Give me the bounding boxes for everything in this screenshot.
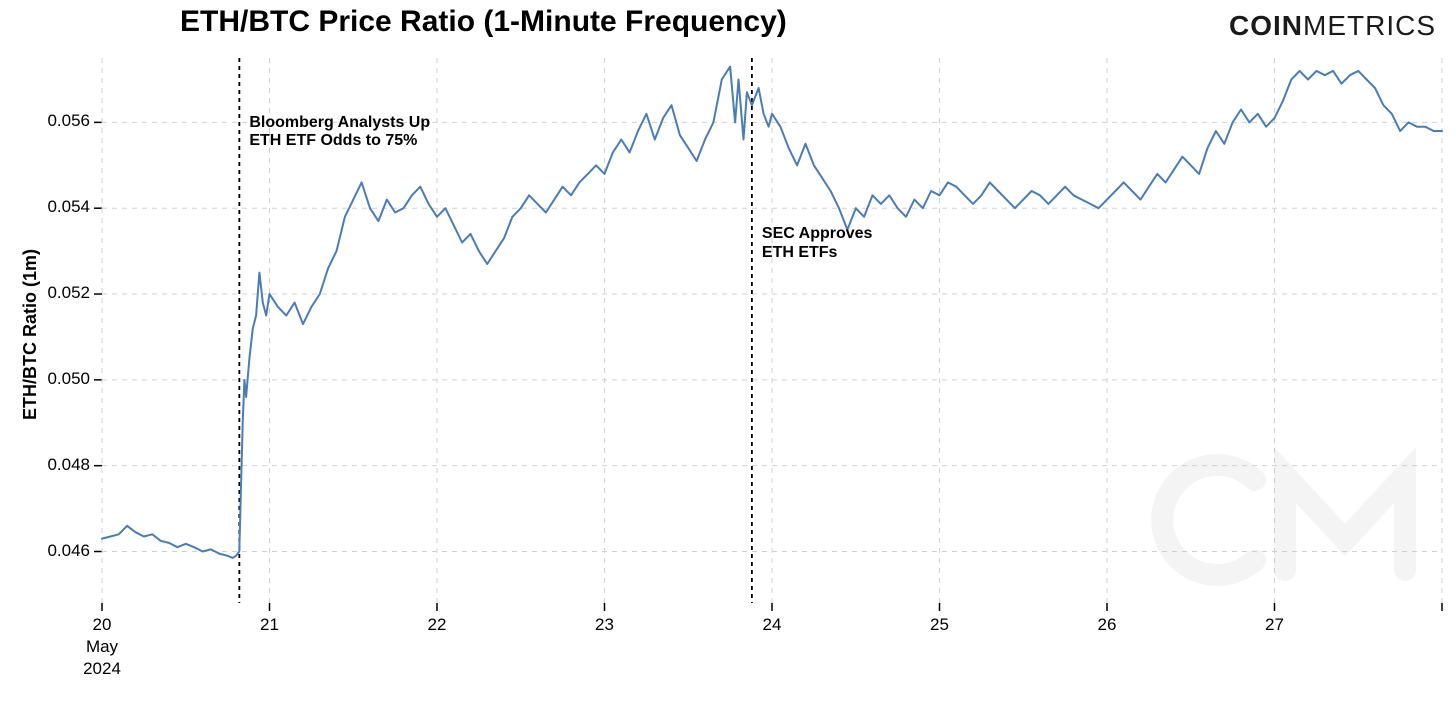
- x-tick-label: 27: [1245, 615, 1305, 635]
- x-tick-label: 22: [407, 615, 467, 635]
- y-tick-label: 0.056: [32, 111, 90, 131]
- x-tick-label: 20: [72, 615, 132, 635]
- chart-annotation: SEC ApprovesETH ETFs: [762, 225, 873, 262]
- chart-title: ETH/BTC Price Ratio (1-Minute Frequency): [180, 5, 787, 39]
- x-sub-label: May: [72, 637, 132, 657]
- x-sub-label: 2024: [72, 659, 132, 679]
- brand-bold: COIN: [1229, 10, 1303, 41]
- x-tick-label: 23: [575, 615, 635, 635]
- brand-light: METRICS: [1303, 10, 1436, 41]
- y-tick-label: 0.046: [32, 541, 90, 561]
- y-tick-label: 0.050: [32, 369, 90, 389]
- y-tick-label: 0.048: [32, 455, 90, 475]
- brand-logo: COINMETRICS: [1229, 10, 1436, 42]
- chart-container: ETH/BTC Price Ratio (1-Minute Frequency)…: [0, 0, 1456, 711]
- chart-annotation: Bloomberg Analysts UpETH ETF Odds to 75%: [249, 114, 430, 151]
- x-tick-label: 24: [742, 615, 802, 635]
- y-axis-label: ETH/BTC Ratio (1m): [20, 249, 41, 420]
- x-tick-label: 21: [240, 615, 300, 635]
- x-tick-label: 26: [1077, 615, 1137, 635]
- y-tick-label: 0.052: [32, 283, 90, 303]
- y-tick-label: 0.054: [32, 197, 90, 217]
- x-tick-label: 25: [910, 615, 970, 635]
